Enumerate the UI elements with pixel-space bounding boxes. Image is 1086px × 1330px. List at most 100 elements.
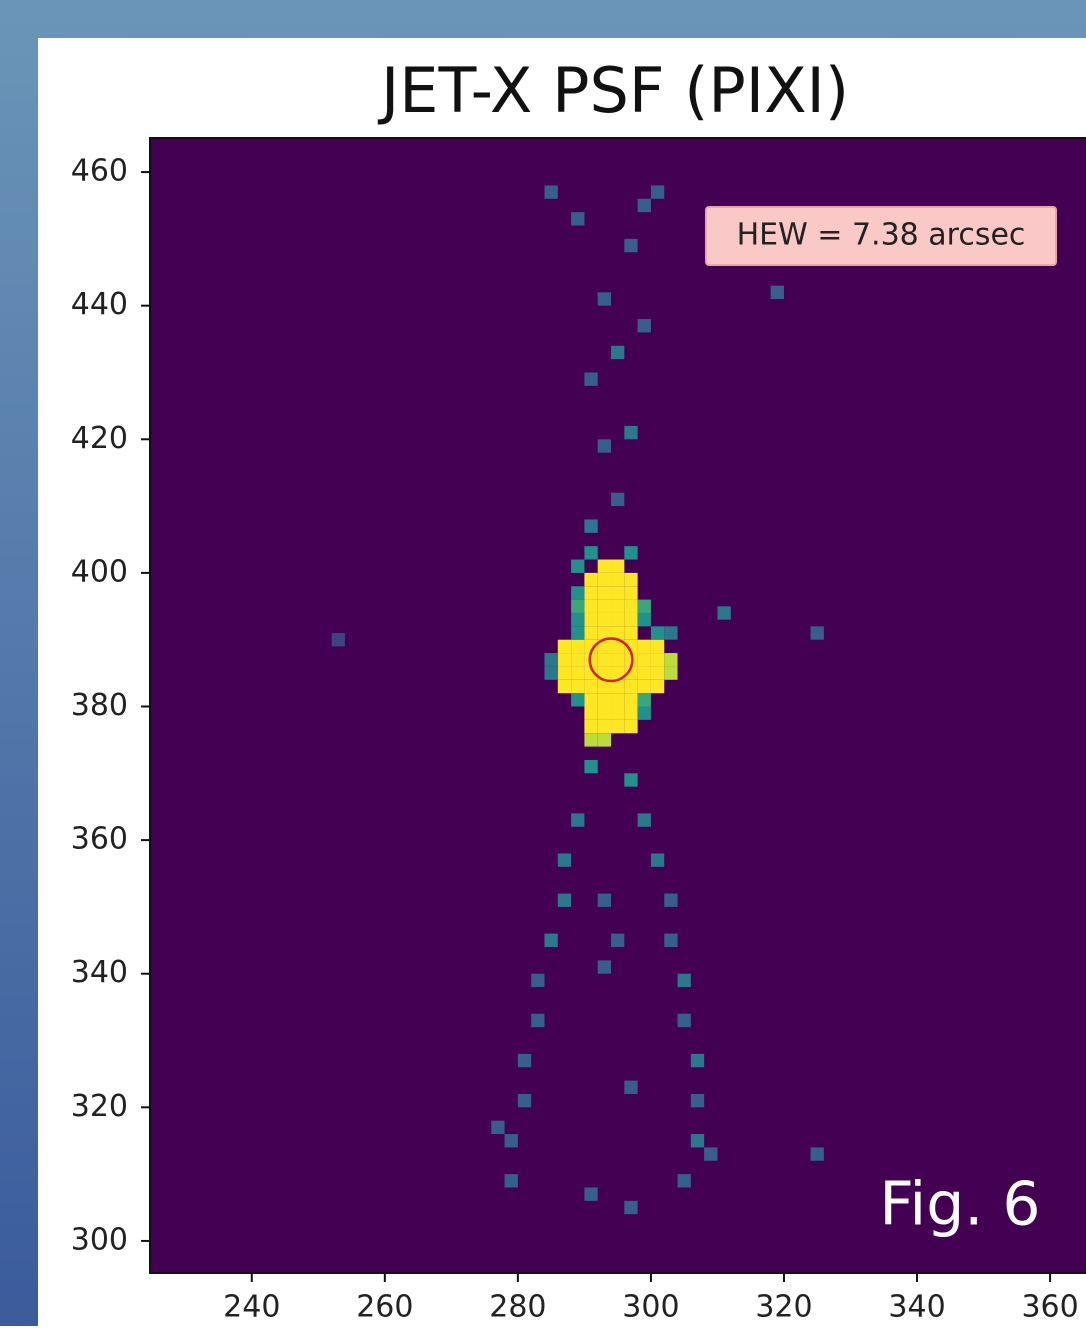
pixel: [571, 612, 585, 627]
annotation: HEW = 7.38 arcsec: [737, 218, 1026, 253]
pixel: [597, 666, 612, 680]
pixel: [584, 733, 598, 747]
pixel: [557, 653, 572, 667]
pixel: [491, 1120, 505, 1135]
pixel: [571, 639, 585, 654]
y-tick-label: 360: [71, 822, 128, 857]
x-tick-label: 280: [489, 1290, 546, 1325]
x-tick-label: 260: [356, 1290, 413, 1325]
pixel: [557, 893, 572, 907]
pixel: [597, 626, 612, 640]
pixel: [624, 719, 638, 734]
pixel: [677, 1174, 691, 1188]
pixel: [624, 572, 638, 587]
x-tick-label: 300: [622, 1290, 679, 1325]
pixel: [544, 933, 558, 947]
pixel: [584, 586, 598, 600]
x-tick-label: 360: [1021, 1290, 1078, 1325]
pixel: [597, 893, 612, 907]
pixel: [611, 653, 625, 667]
pixel: [624, 612, 638, 627]
pixel: [597, 693, 612, 707]
pixel: [504, 1174, 518, 1188]
pixel: [584, 1187, 598, 1201]
pixel: [584, 679, 598, 694]
pixel: [571, 586, 585, 600]
pixel: [637, 319, 651, 333]
x-tick-label: 240: [223, 1290, 280, 1325]
pixel: [571, 599, 585, 613]
pixel: [650, 639, 665, 654]
pixel: [611, 666, 625, 680]
x-tick-label: 340: [888, 1290, 945, 1325]
pixel: [517, 1093, 532, 1108]
pixel: [624, 639, 638, 654]
pixel: [597, 572, 612, 587]
pixel: [624, 1080, 638, 1094]
pixel: [611, 492, 625, 507]
pixel: [597, 639, 612, 654]
pixel: [677, 973, 691, 988]
pixel: [584, 519, 598, 533]
y-tick-label: 320: [71, 1089, 128, 1124]
y-tick-label: 420: [71, 421, 128, 456]
y-tick-label: 440: [71, 287, 128, 322]
pixel: [571, 626, 585, 640]
pixel: [611, 559, 625, 573]
pixel: [544, 185, 558, 199]
x-tick-label: 320: [755, 1290, 812, 1325]
pixel: [624, 773, 638, 787]
pixel: [624, 706, 638, 720]
pixel: [544, 653, 558, 667]
pixel: [650, 666, 665, 680]
pixel: [690, 1134, 705, 1148]
figure-label: Fig. 6: [879, 1170, 1040, 1240]
pixel: [611, 599, 625, 613]
pixel: [597, 599, 612, 613]
pixel: [557, 679, 572, 694]
pixel: [557, 639, 572, 654]
pixel: [624, 599, 638, 613]
pixel: [624, 546, 638, 560]
pixel: [611, 639, 625, 654]
pixel: [517, 1053, 532, 1068]
pixel: [611, 586, 625, 600]
pixel: [637, 693, 651, 707]
pixel: [544, 666, 558, 680]
pixel: [611, 933, 625, 947]
pixel: [650, 679, 665, 694]
pixel: [584, 759, 598, 774]
pixel: [624, 238, 638, 253]
pixel: [597, 719, 612, 734]
chart-title: JET-X PSF (PIXI): [377, 54, 849, 127]
pixel: [584, 626, 598, 640]
y-tick-label: 300: [71, 1222, 128, 1257]
pixel: [584, 693, 598, 707]
pixel: [584, 599, 598, 613]
pixel: [624, 679, 638, 694]
pixel: [557, 853, 572, 867]
pixel: [664, 893, 678, 907]
pixel: [597, 292, 612, 306]
pixel: [597, 586, 612, 600]
pixel: [584, 653, 598, 667]
pixel: [810, 626, 824, 640]
pixel: [584, 572, 598, 587]
pixel: [664, 933, 678, 947]
pixel: [611, 719, 625, 734]
pixel: [624, 653, 638, 667]
pixel: [770, 285, 784, 299]
pixel: [584, 546, 598, 560]
pixel: [637, 198, 651, 213]
plot-area: [150, 138, 1086, 1273]
pixel: [677, 1013, 691, 1028]
pixel: [637, 612, 651, 627]
y-tick-label: 400: [71, 554, 128, 589]
pixel: [637, 679, 651, 694]
pixel: [597, 733, 612, 747]
pixel: [557, 666, 572, 680]
pixel: [611, 612, 625, 627]
pixel: [571, 813, 585, 827]
pixel: [571, 559, 585, 573]
pixel: [810, 1147, 824, 1161]
